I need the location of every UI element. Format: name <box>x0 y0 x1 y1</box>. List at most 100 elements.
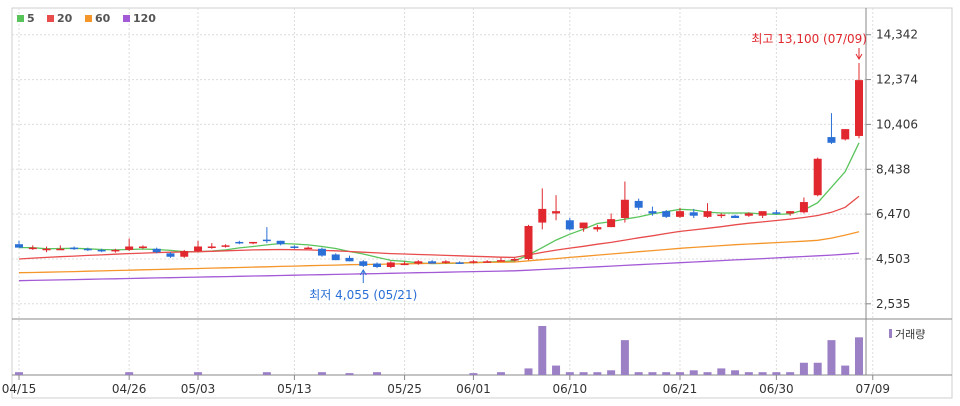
volume-bar <box>620 340 629 375</box>
candle-body <box>593 227 602 230</box>
legend-swatch-120 <box>123 15 130 22</box>
candle-body <box>42 248 51 251</box>
volume-label: 거래량 <box>895 328 925 341</box>
volume-bar <box>758 372 767 375</box>
candle-body <box>97 249 106 252</box>
volume-bar <box>689 370 698 375</box>
candle-body <box>276 240 285 245</box>
low-annotation: 최저 4,055 (05/21) <box>309 288 417 302</box>
candle-body <box>345 257 354 262</box>
volume-bar <box>744 372 753 375</box>
candle-body <box>703 211 712 217</box>
volume-bar <box>799 362 808 375</box>
y-tick-label: 10,406 <box>876 117 918 131</box>
candle-body <box>662 211 671 217</box>
candle-body <box>496 260 505 262</box>
volume-bar <box>579 372 588 375</box>
volume-bar <box>496 372 505 375</box>
volume-bar <box>786 372 795 375</box>
legend-label-5: 5 <box>27 12 35 25</box>
y-tick-label: 2,535 <box>876 297 910 311</box>
volume-bar <box>194 372 203 375</box>
candle-body <box>648 211 657 214</box>
candle-body <box>28 247 37 250</box>
candle-body <box>414 261 423 264</box>
low-arrow-head <box>359 269 367 276</box>
candle-body <box>441 261 450 263</box>
candle-body <box>70 247 79 250</box>
candle-body <box>386 262 395 267</box>
volume-bar <box>675 372 684 375</box>
y-tick-label: 4,503 <box>876 252 910 266</box>
legend-label-60: 60 <box>95 12 111 25</box>
volume-legend-swatch <box>889 329 892 338</box>
candle-body <box>744 213 753 216</box>
legend-label-120: 120 <box>133 12 156 25</box>
volume-bar <box>827 340 836 375</box>
candle-body <box>262 239 271 242</box>
y-tick-label: 6,470 <box>876 207 910 221</box>
volume-bar <box>373 372 382 375</box>
x-tick-label: 06/30 <box>759 382 794 396</box>
volume-bar <box>552 365 561 375</box>
x-tick-label: 04/15 <box>2 382 37 396</box>
candle-body <box>194 246 203 252</box>
candle-body <box>152 248 161 253</box>
candle-body <box>359 261 368 266</box>
legend-swatch-5 <box>17 15 24 22</box>
candle-body <box>455 262 464 264</box>
volume-bar <box>524 368 533 375</box>
candle-body <box>524 225 533 260</box>
high-annotation: 최고 13,100 (07/09) <box>751 32 867 46</box>
candle-body <box>249 241 258 244</box>
candle-body <box>56 248 65 251</box>
candle-body <box>483 261 492 263</box>
candle-body <box>717 214 726 217</box>
candle-body <box>786 211 795 214</box>
candle-body <box>607 219 616 228</box>
x-tick-label: 04/26 <box>112 382 147 396</box>
candle-body <box>125 246 134 250</box>
candle-body <box>221 245 230 247</box>
ma-60-line <box>18 231 860 274</box>
candle-body <box>469 261 478 263</box>
candle-body <box>304 247 313 250</box>
candle-body <box>758 211 767 216</box>
volume-bar <box>703 372 712 375</box>
candle-body <box>731 215 740 218</box>
volume-bar <box>125 372 134 375</box>
volume-bar <box>841 365 850 375</box>
volume-bar <box>813 362 822 375</box>
candle-body <box>290 246 299 248</box>
volume-bar <box>565 372 574 375</box>
candle-body <box>111 249 120 252</box>
x-tick-label: 06/21 <box>663 382 698 396</box>
legend-label-20: 20 <box>57 12 73 25</box>
legend-swatch-60 <box>85 15 92 22</box>
candle-body <box>510 259 519 261</box>
candle-body <box>620 199 629 218</box>
x-tick-label: 05/13 <box>277 382 312 396</box>
x-tick-label: 07/09 <box>855 382 890 396</box>
candle-body <box>634 200 643 208</box>
volume-bar <box>648 372 657 375</box>
y-tick-label: 12,374 <box>876 73 918 87</box>
volume-bar <box>262 372 271 375</box>
candle-body <box>235 241 244 244</box>
ma-20-line <box>18 195 860 260</box>
x-tick-label: 05/03 <box>181 382 216 396</box>
candle-body <box>373 263 382 267</box>
x-tick-label: 05/25 <box>387 382 422 396</box>
volume-bar <box>345 373 354 375</box>
volume-bar <box>15 372 23 375</box>
candle-body <box>855 80 863 136</box>
volume-bar <box>634 372 643 375</box>
volume-bar <box>317 372 326 375</box>
candle-body <box>799 202 808 213</box>
candle-body <box>331 254 340 261</box>
y-tick-label: 14,342 <box>876 28 918 42</box>
legend-swatch-20 <box>47 15 54 22</box>
volume-bar <box>593 372 602 375</box>
